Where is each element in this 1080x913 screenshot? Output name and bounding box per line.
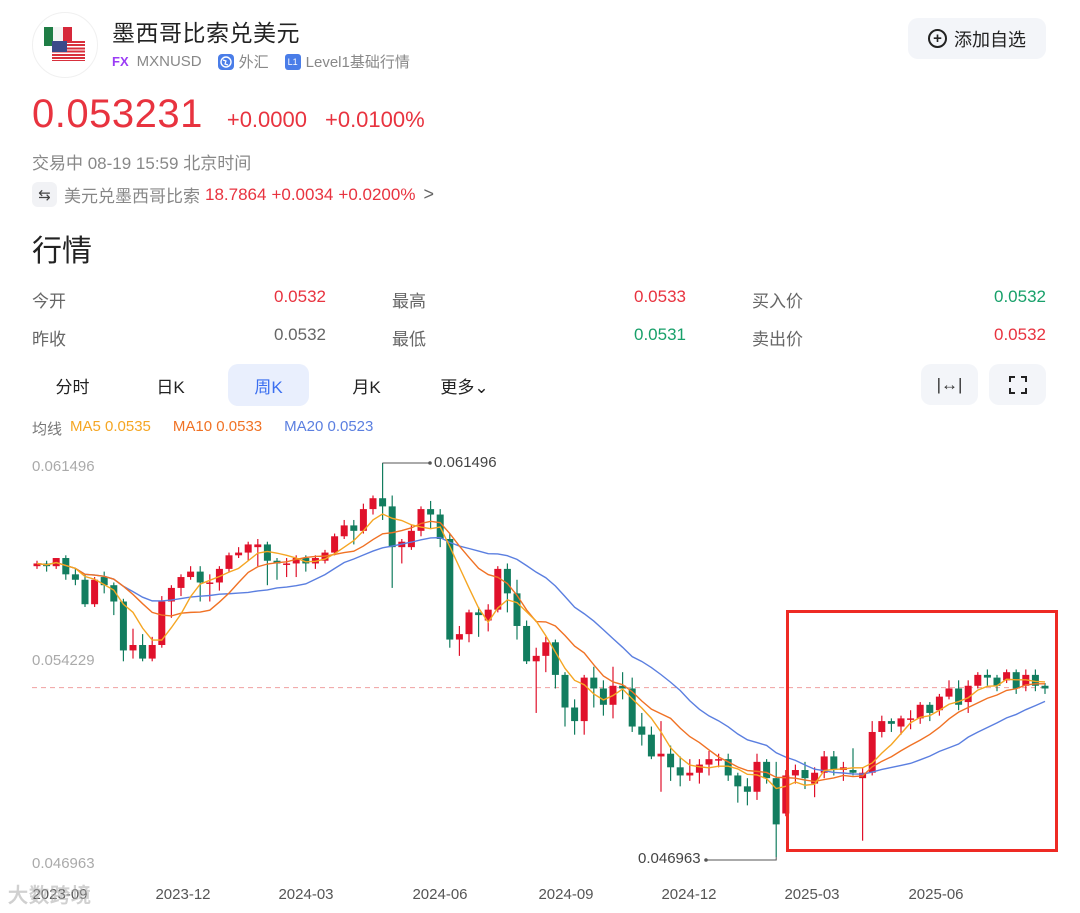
- watermark: 大数跨境: [8, 885, 92, 907]
- section-title-quotes: 行情: [32, 235, 92, 268]
- x-axis-label: 2025-06: [908, 886, 964, 903]
- ma20-value: MA20 0.0523: [284, 418, 374, 435]
- related-pair-name: 美元兑墨西哥比索: [64, 187, 200, 206]
- level1-icon: L1: [284, 53, 301, 70]
- level-tag[interactable]: L1 Level1基础行情: [284, 51, 410, 72]
- min-price-marker: 0.046963: [638, 850, 701, 867]
- instrument-tags: FX MXNUSD 外汇 L1 Level1基础行情: [112, 51, 426, 72]
- page-title: 墨西哥比索兑美元: [112, 20, 300, 46]
- tab-more[interactable]: 更多⌄: [440, 377, 489, 397]
- swap-icon: ⇆: [32, 182, 57, 207]
- x-axis-label: 2023-09: [32, 886, 88, 903]
- add-to-watchlist-label: 添加自选: [954, 29, 1026, 50]
- currency-pair-logo: [32, 12, 98, 78]
- chart-canvas[interactable]: [0, 445, 1080, 913]
- price-change: +0.0000: [226, 107, 307, 132]
- quote-stats: 今开 0.0532 最高 0.0533 买入价 0.0532 昨收 0.0532 最低 0…: [32, 280, 1046, 356]
- level-label: Level1基础行情: [305, 54, 410, 71]
- ma5-value: MA5 0.0535: [70, 418, 151, 435]
- x-axis-label: 2024-06: [412, 886, 468, 903]
- related-pair-price: 18.7864: [205, 184, 267, 204]
- tab-weekly-k[interactable]: 周K: [228, 364, 309, 406]
- price-change-percent: +0.0100%: [324, 107, 425, 132]
- stats-row: 今开 0.0532 最高 0.0533 买入价 0.0532: [32, 280, 1046, 318]
- globe-icon: [217, 53, 234, 70]
- market-label: 外汇: [238, 54, 269, 71]
- header: 墨西哥比索兑美元 FX MXNUSD 外汇 L1 Level1基础行情: [32, 8, 1048, 78]
- fullscreen-icon: [1008, 375, 1027, 394]
- ma-legend: 均线 MA5 0.0535 MA10 0.0533 MA20 0.0523: [32, 418, 395, 439]
- current-price: 0.053231: [32, 92, 203, 136]
- stat-open: 今开 0.0532: [32, 286, 326, 311]
- x-axis-label: 2023-12: [155, 886, 211, 903]
- stats-row: 昨收 0.0532 最低 0.0531 卖出价 0.0532: [32, 318, 1046, 356]
- stat-prev-close: 昨收 0.0532: [32, 324, 326, 349]
- fit-width-icon: |↔|: [936, 374, 963, 394]
- symbol-code: MXNUSD: [136, 53, 202, 70]
- stat-high: 最高 0.0533: [392, 286, 686, 311]
- candlestick-chart[interactable]: 0.061496 0.054229 0.046963 0.061496 0.04…: [0, 445, 1080, 913]
- chevron-right-icon: >: [423, 184, 434, 204]
- tab-intraday[interactable]: 分时: [55, 377, 90, 397]
- related-pair-change: +0.0034: [271, 184, 334, 204]
- fit-width-button[interactable]: |↔|: [921, 364, 978, 405]
- x-axis-label: 2024-03: [278, 886, 334, 903]
- usa-flag-icon: [52, 41, 85, 61]
- y-axis-label-mid: 0.054229: [32, 652, 95, 669]
- max-price-marker: 0.061496: [434, 454, 497, 471]
- related-pair-link[interactable]: ⇆ 美元兑墨西哥比索 18.7864 +0.0034 +0.0200% >: [32, 182, 434, 207]
- y-axis-label-max: 0.061496: [32, 458, 95, 475]
- y-axis-label-min: 0.046963: [32, 855, 95, 872]
- ma-legend-label: 均线: [32, 421, 63, 438]
- fullscreen-button[interactable]: [989, 364, 1046, 405]
- ma10-value: MA10 0.0533: [172, 418, 263, 435]
- mexico-flag-icon: [44, 27, 72, 46]
- tab-monthly-k[interactable]: 月K: [352, 377, 381, 397]
- symbol-tag: FX MXNUSD: [112, 53, 202, 70]
- chart-period-tabs: 分时 日K 周K 月K 更多⌄: [32, 364, 522, 406]
- stat-low: 最低 0.0531: [392, 324, 686, 349]
- x-axis-label: 2024-12: [661, 886, 717, 903]
- x-axis-label: 2025-03: [784, 886, 840, 903]
- tab-daily-k[interactable]: 日K: [156, 377, 185, 397]
- stat-bid: 买入价 0.0532: [752, 286, 1046, 311]
- highlight-box: [786, 610, 1058, 852]
- trading-status: 交易中 08-19 15:59 北京时间: [32, 154, 252, 173]
- add-to-watchlist-button[interactable]: + 添加自选: [908, 18, 1046, 59]
- plus-circle-icon: +: [928, 29, 947, 48]
- x-axis-label: 2024-09: [538, 886, 594, 903]
- market-tag[interactable]: 外汇: [217, 51, 269, 72]
- related-pair-change-percent: +0.0200%: [338, 184, 416, 204]
- fx-badge-icon: FX: [112, 54, 129, 69]
- stat-ask: 卖出价 0.0532: [752, 324, 1046, 349]
- price-row: 0.053231 +0.0000 +0.0100%: [32, 92, 425, 137]
